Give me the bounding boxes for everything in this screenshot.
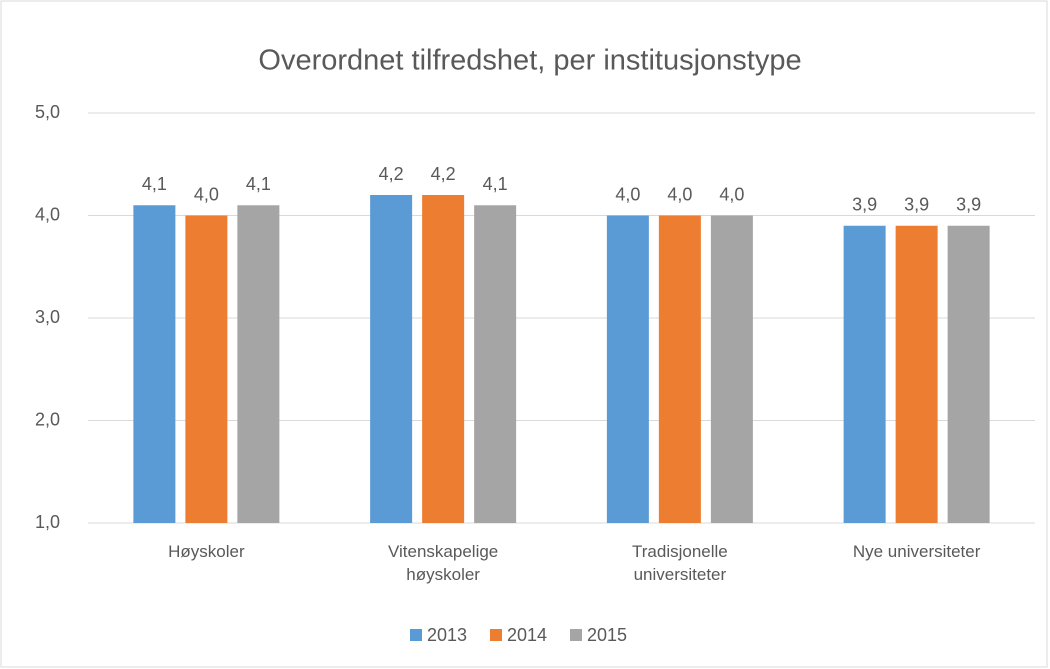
value-label: 3,9 xyxy=(904,195,929,215)
value-label: 3,9 xyxy=(852,195,877,215)
x-tick-label: Nye universiteter xyxy=(852,542,981,561)
bar xyxy=(606,215,649,523)
legend-swatch xyxy=(570,629,582,641)
y-tick-label: 2,0 xyxy=(35,409,60,429)
value-label: 3,9 xyxy=(956,195,981,215)
legend-swatch xyxy=(410,629,422,641)
bar xyxy=(237,205,280,523)
value-label: 4,1 xyxy=(246,174,271,194)
legend-label: 2015 xyxy=(587,625,627,645)
y-tick-label: 5,0 xyxy=(35,102,60,122)
legend-swatch xyxy=(490,629,502,641)
bar xyxy=(947,225,990,523)
value-label: 4,0 xyxy=(194,184,219,204)
value-label: 4,2 xyxy=(431,164,456,184)
bar xyxy=(133,205,176,523)
y-tick-label: 3,0 xyxy=(35,307,60,327)
bar xyxy=(710,215,753,523)
value-label: 4,0 xyxy=(615,184,640,204)
chart-title: Overordnet tilfredshet, per institusjons… xyxy=(258,45,801,77)
value-label: 4,1 xyxy=(483,174,508,194)
y-tick-label: 4,0 xyxy=(35,204,60,224)
y-tick-label: 1,0 xyxy=(35,512,60,532)
value-label: 4,2 xyxy=(379,164,404,184)
bar xyxy=(895,225,938,523)
bar xyxy=(474,205,517,523)
x-tick-label: Tradisjonelle universiteter xyxy=(632,542,728,584)
value-label: 4,0 xyxy=(719,184,744,204)
bar xyxy=(843,225,886,523)
bar xyxy=(370,195,413,523)
legend-label: 2013 xyxy=(427,625,467,645)
bar xyxy=(422,195,465,523)
x-tick-label: Høyskoler xyxy=(168,542,245,561)
legend-label: 2014 xyxy=(507,625,547,645)
value-label: 4,1 xyxy=(142,174,167,194)
x-tick-label: Vitenskapelige høyskoler xyxy=(387,542,499,584)
bar xyxy=(185,215,228,523)
value-label: 4,0 xyxy=(667,184,692,204)
bar xyxy=(658,215,701,523)
